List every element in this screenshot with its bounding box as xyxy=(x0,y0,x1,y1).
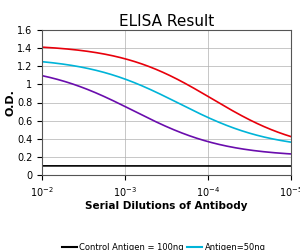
Antigen=100ng xyxy=(244,116,248,119)
Control Antigen = 100ng xyxy=(40,164,44,167)
Legend: Control Antigen = 100ng, Antigen=10ng, Antigen=50ng, Antigen=100ng: Control Antigen = 100ng, Antigen=10ng, A… xyxy=(58,240,274,250)
Antigen=100ng xyxy=(289,135,293,138)
Y-axis label: O.D.: O.D. xyxy=(5,89,16,116)
Antigen=50ng xyxy=(160,94,164,96)
Antigen=100ng xyxy=(160,70,164,73)
Antigen=10ng xyxy=(283,152,287,155)
Control Antigen = 100ng xyxy=(289,164,293,168)
Antigen=50ng xyxy=(283,140,287,143)
Antigen=10ng xyxy=(40,74,44,77)
Line: Antigen=10ng: Antigen=10ng xyxy=(42,76,291,154)
Control Antigen = 100ng xyxy=(244,164,248,168)
Line: Antigen=50ng: Antigen=50ng xyxy=(42,62,291,142)
Antigen=10ng xyxy=(188,134,192,138)
Antigen=100ng xyxy=(40,46,44,49)
Antigen=100ng xyxy=(188,85,192,88)
Antigen=10ng xyxy=(160,123,164,126)
Title: ELISA Result: ELISA Result xyxy=(119,14,214,29)
Antigen=50ng xyxy=(175,101,178,104)
Antigen=10ng xyxy=(289,152,293,156)
Antigen=100ng xyxy=(175,78,178,80)
Control Antigen = 100ng xyxy=(188,164,192,168)
Antigen=50ng xyxy=(158,93,162,96)
Antigen=10ng xyxy=(175,130,178,132)
Antigen=50ng xyxy=(40,60,44,63)
Antigen=100ng xyxy=(283,133,287,136)
Line: Antigen=100ng: Antigen=100ng xyxy=(42,47,291,136)
Antigen=10ng xyxy=(158,122,162,125)
Antigen=50ng xyxy=(188,108,192,110)
X-axis label: Serial Dilutions of Antibody: Serial Dilutions of Antibody xyxy=(85,201,248,211)
Control Antigen = 100ng xyxy=(160,164,164,168)
Antigen=50ng xyxy=(244,131,248,134)
Control Antigen = 100ng xyxy=(158,164,162,168)
Antigen=100ng xyxy=(158,70,162,73)
Antigen=50ng xyxy=(289,141,293,144)
Control Antigen = 100ng xyxy=(175,164,178,168)
Control Antigen = 100ng xyxy=(283,164,287,168)
Antigen=10ng xyxy=(244,148,248,151)
